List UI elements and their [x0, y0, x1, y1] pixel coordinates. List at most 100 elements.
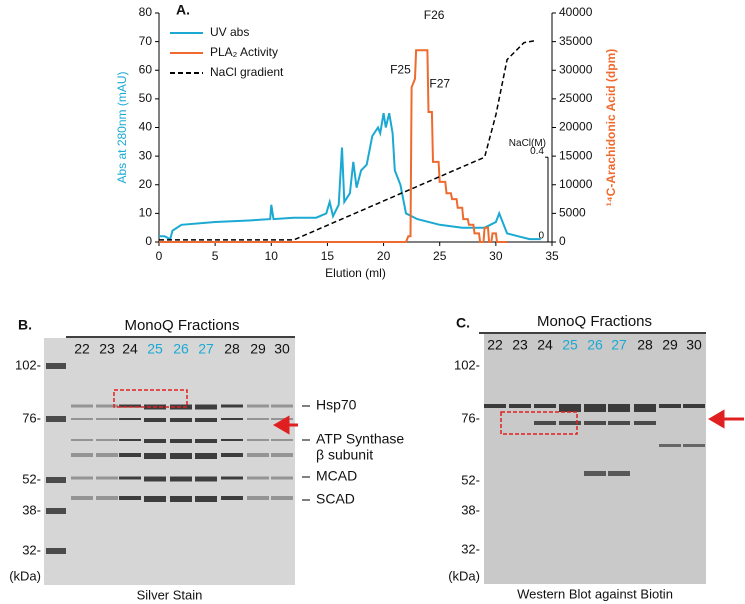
band — [119, 453, 141, 457]
x-tick-label: 35 — [545, 249, 559, 263]
band — [195, 476, 217, 482]
marker-label: 102- — [15, 357, 41, 372]
y2-tick-label: 35000 — [559, 34, 593, 48]
band-label: β subunit — [316, 447, 373, 463]
band-label: ATP Synthase — [316, 431, 404, 447]
band — [247, 496, 269, 500]
gel — [44, 338, 295, 585]
band — [221, 476, 243, 480]
x-tick-label: 25 — [433, 249, 447, 263]
marker-label: 52- — [22, 471, 41, 486]
band — [271, 404, 293, 408]
y2-tick-label: 15000 — [559, 148, 593, 162]
band — [71, 439, 93, 441]
band — [195, 496, 217, 502]
band — [144, 439, 166, 443]
arrow — [273, 415, 298, 435]
lane-label: 26 — [173, 341, 189, 357]
highlight-box — [113, 389, 188, 408]
band — [71, 404, 93, 408]
y2-tick-label: 20000 — [559, 120, 593, 134]
annotation: F25 — [390, 62, 411, 76]
annotation: F26 — [424, 8, 445, 22]
band — [71, 496, 93, 500]
band — [584, 421, 606, 425]
band — [119, 439, 141, 441]
band — [534, 421, 556, 425]
band — [484, 404, 506, 408]
band — [659, 444, 681, 447]
band-label: SCAD — [316, 491, 355, 507]
band — [271, 453, 293, 457]
y3-tick-label: 0.4 — [530, 146, 544, 157]
band — [221, 496, 243, 500]
x-tick-label: 15 — [321, 249, 335, 263]
band — [71, 476, 93, 480]
band — [96, 418, 118, 420]
y-tick-label: 40 — [139, 120, 153, 134]
legend-label: NaCl gradient — [210, 65, 284, 79]
band — [634, 404, 656, 412]
band — [247, 404, 269, 408]
band — [170, 418, 192, 422]
lane-label: 29 — [250, 341, 266, 357]
band — [195, 453, 217, 459]
gel-header: MonoQ Fractions — [537, 313, 652, 330]
band — [71, 453, 93, 457]
band — [96, 453, 118, 457]
y2-tick-label: 10000 — [559, 177, 593, 191]
band — [195, 404, 217, 410]
lane-label: 28 — [224, 341, 240, 357]
band — [96, 404, 118, 408]
band — [144, 476, 166, 482]
band — [634, 421, 656, 425]
band — [559, 421, 581, 425]
lane-label: 23 — [512, 337, 528, 353]
band — [659, 404, 681, 408]
band — [271, 418, 293, 420]
marker-label: (kDa) — [9, 568, 41, 583]
y2-tick-label: 40000 — [559, 5, 593, 19]
y2-tick-label: 25000 — [559, 91, 593, 105]
legend-label: PLA₂ Activity — [210, 45, 278, 59]
lane-label: 25 — [147, 341, 163, 357]
y2-tick-label: 0 — [559, 234, 566, 248]
band — [271, 496, 293, 500]
band — [46, 416, 66, 422]
marker-label: (kDa) — [448, 568, 480, 583]
band — [195, 439, 217, 443]
band — [96, 496, 118, 500]
band — [170, 453, 192, 459]
panel-label: C. — [456, 315, 470, 331]
band — [221, 439, 243, 441]
gel-header: MonoQ Fractions — [124, 317, 239, 334]
band — [221, 404, 243, 408]
band — [46, 508, 66, 514]
y-tick-label: 80 — [139, 5, 153, 19]
band — [247, 418, 269, 420]
marker-label: 32- — [461, 541, 480, 556]
lane-label: 27 — [611, 337, 627, 353]
x-axis-label: Elution (ml) — [325, 266, 386, 280]
y2-axis-label: ¹⁴C-Arachidonic Acid (dpm) — [604, 49, 618, 207]
series-line — [159, 49, 508, 243]
band-label: Hsp70 — [316, 397, 357, 413]
marker-label: 102- — [454, 357, 480, 372]
band — [683, 444, 705, 447]
panel-label: B. — [18, 317, 32, 333]
band-label: MCAD — [316, 468, 357, 484]
marker-label: 76- — [461, 410, 480, 425]
lane-label: 28 — [637, 337, 653, 353]
band — [119, 476, 141, 480]
y3-tick-label: 0 — [538, 231, 544, 242]
lane-label: 24 — [537, 337, 553, 353]
y-tick-label: 30 — [139, 148, 153, 162]
band — [559, 404, 581, 412]
lane-label: 22 — [74, 341, 90, 357]
band — [170, 476, 192, 482]
band — [509, 404, 531, 408]
band — [96, 439, 118, 441]
highlight-box — [500, 411, 578, 435]
caption: Western Blot against Biotin — [517, 586, 673, 601]
